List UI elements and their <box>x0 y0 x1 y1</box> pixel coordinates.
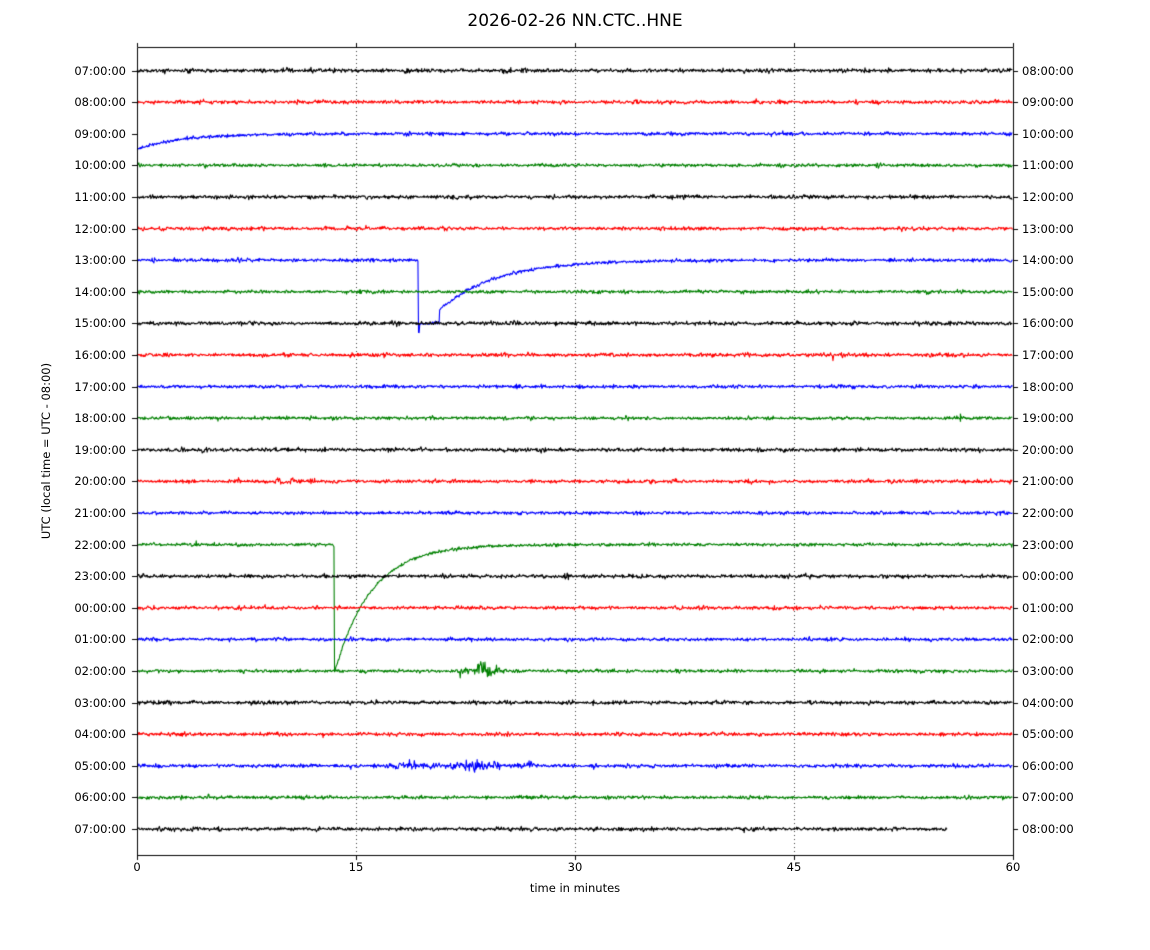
left-tick-label: 04:00:00 <box>74 727 126 742</box>
left-tick-label: 19:00:00 <box>74 442 126 457</box>
left-tick-label: 15:00:00 <box>74 316 126 331</box>
right-tick-label: 13:00:00 <box>1022 221 1074 236</box>
x-tick-label: 45 <box>786 860 802 874</box>
left-tick-label: 09:00:00 <box>74 126 126 141</box>
left-tick-label: 12:00:00 <box>74 221 126 236</box>
right-tick-label: 19:00:00 <box>1022 411 1074 426</box>
right-tick-label: 20:00:00 <box>1022 442 1074 457</box>
right-tick-label: 06:00:00 <box>1022 758 1074 773</box>
left-tick-label: 21:00:00 <box>74 505 126 520</box>
left-tick-label: 18:00:00 <box>74 411 126 426</box>
chart-title: 2026-02-26 NN.CTC..HNE <box>467 11 683 31</box>
right-tick-label: 10:00:00 <box>1022 126 1074 141</box>
right-tick-label: 21:00:00 <box>1022 474 1074 489</box>
left-tick-label: 11:00:00 <box>74 189 126 204</box>
right-tick-label: 16:00:00 <box>1022 316 1074 331</box>
left-tick-label: 03:00:00 <box>74 695 126 710</box>
right-tick-label: 14:00:00 <box>1022 253 1074 268</box>
right-tick-label: 04:00:00 <box>1022 695 1074 710</box>
right-tick-label: 01:00:00 <box>1022 600 1074 615</box>
right-tick-label: 02:00:00 <box>1022 632 1074 647</box>
left-tick-label: 23:00:00 <box>74 569 126 584</box>
left-tick-label: 20:00:00 <box>74 474 126 489</box>
left-tick-label: 17:00:00 <box>74 379 126 394</box>
right-tick-label: 12:00:00 <box>1022 189 1074 204</box>
left-tick-label: 07:00:00 <box>74 822 126 836</box>
right-tick-label: 05:00:00 <box>1022 727 1074 742</box>
right-tick-label: 11:00:00 <box>1022 158 1074 173</box>
left-tick-label: 14:00:00 <box>74 284 126 299</box>
right-tick-label: 03:00:00 <box>1022 663 1074 678</box>
left-tick-label: 00:00:00 <box>74 600 126 615</box>
right-tick-label: 08:00:00 <box>1022 822 1074 836</box>
left-tick-label: 07:00:00 <box>74 63 126 78</box>
x-tick-label: 0 <box>133 860 141 874</box>
right-tick-label: 22:00:00 <box>1022 505 1074 520</box>
right-tick-label: 17:00:00 <box>1022 347 1074 362</box>
x-tick-label: 15 <box>348 860 364 874</box>
left-tick-label: 13:00:00 <box>74 253 126 268</box>
x-axis-label: time in minutes <box>529 881 621 895</box>
left-tick-label: 16:00:00 <box>74 347 126 362</box>
x-tick-label: 30 <box>567 860 583 874</box>
left-tick-label: 22:00:00 <box>74 537 126 552</box>
left-tick-label: 10:00:00 <box>74 158 126 173</box>
right-tick-label: 18:00:00 <box>1022 379 1074 394</box>
left-tick-label: 02:00:00 <box>74 663 126 678</box>
left-tick-label: 06:00:00 <box>74 790 126 805</box>
left-tick-label: 08:00:00 <box>74 95 126 110</box>
right-tick-label: 00:00:00 <box>1022 569 1074 584</box>
x-tick-label: 60 <box>1005 860 1021 874</box>
right-tick-label: 15:00:00 <box>1022 284 1074 299</box>
left-tick-label: 05:00:00 <box>74 758 126 773</box>
right-tick-label: 08:00:00 <box>1022 63 1074 78</box>
right-tick-label: 07:00:00 <box>1022 790 1074 805</box>
right-tick-label: 23:00:00 <box>1022 537 1074 552</box>
left-tick-label: 01:00:00 <box>74 632 126 647</box>
right-tick-label: 09:00:00 <box>1022 95 1074 110</box>
